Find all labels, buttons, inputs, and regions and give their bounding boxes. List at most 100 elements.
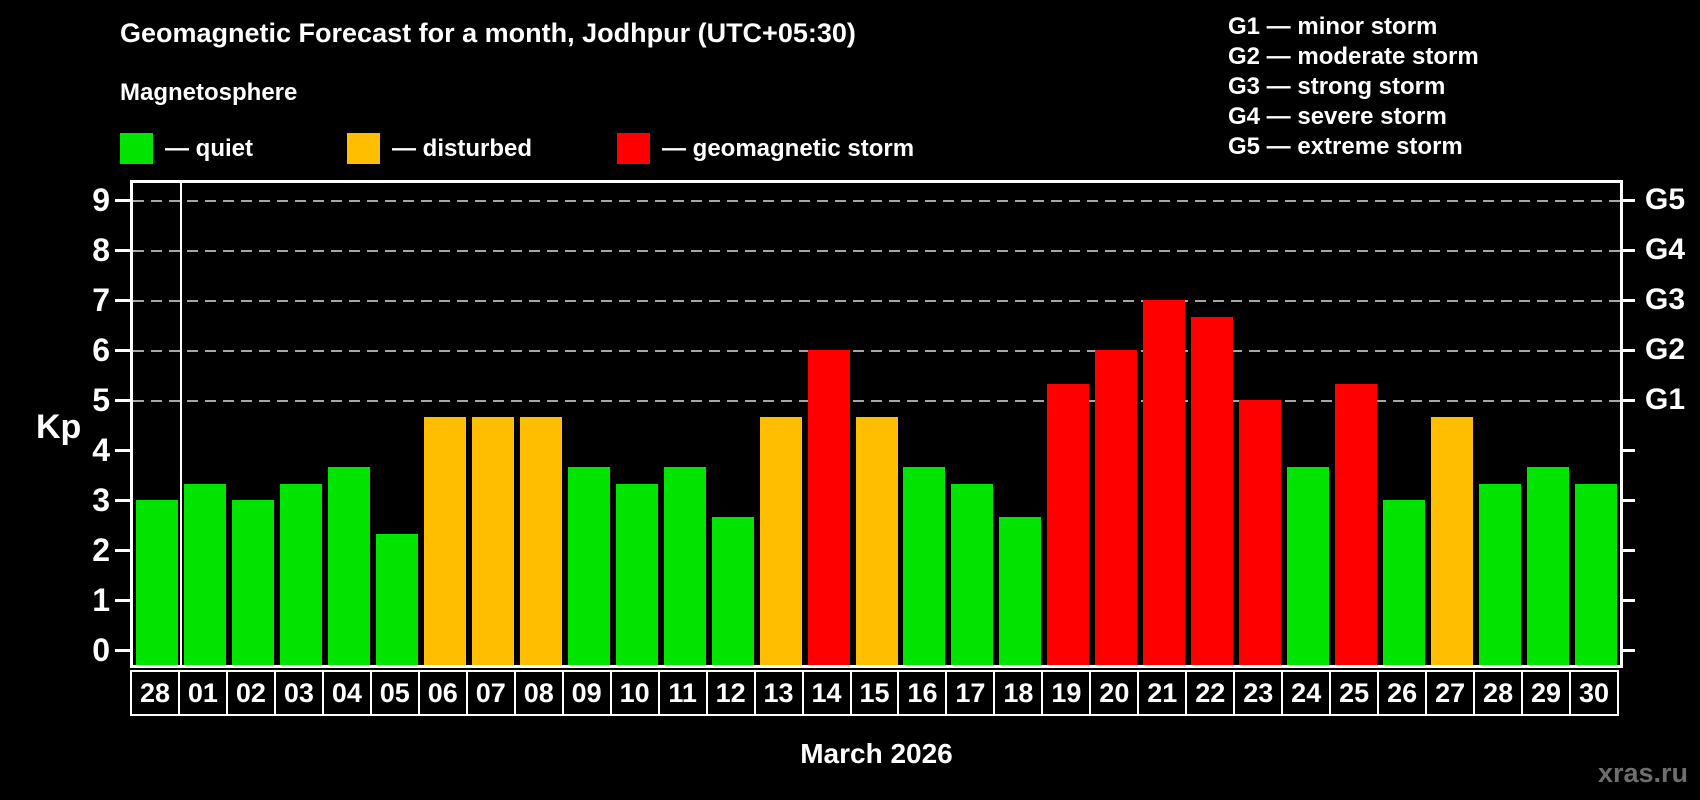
disturbed-swatch-icon [347,133,380,164]
kp-bar [375,533,418,665]
legend-item-quiet: — quiet [120,133,253,164]
y-tick-label: 1 [92,582,110,618]
gridline [133,200,1620,202]
date-cell: 24 [1281,670,1332,716]
page-title: Geomagnetic Forecast for a month, Jodhpu… [120,18,856,48]
date-cell: 19 [1041,670,1092,716]
right-tick [1620,399,1635,402]
date-cell: 03 [273,670,324,716]
kp-bar [1047,383,1090,665]
g-legend-line: G3 — strong storm [1228,73,1446,100]
y-tick-label: 0 [92,632,110,668]
kp-bar [1383,500,1426,665]
kp-bar [807,350,850,665]
right-tick [1620,649,1635,652]
right-tick [1620,299,1635,302]
storm-swatch-icon [617,133,650,164]
date-cell: 25 [1329,670,1380,716]
kp-bar [711,516,754,665]
y-tick-label: 6 [92,332,110,368]
right-tick [1620,349,1635,352]
y-tick [115,649,130,652]
y-tick-label: 4 [92,432,110,468]
kp-bar [279,483,322,665]
y-tick [115,199,130,202]
kp-bar [183,483,226,665]
kp-bar [567,466,610,665]
date-cell: 23 [1233,670,1284,716]
gridline [133,250,1620,252]
date-cell: 10 [609,670,660,716]
y-tick-label: 9 [92,182,110,218]
date-cell: 12 [705,670,756,716]
date-cell: 01 [177,670,228,716]
gridline [133,400,1620,402]
y-tick [115,399,130,402]
kp-bar [759,416,802,665]
watermark: xras.ru [1597,758,1688,788]
date-cell: 27 [1425,670,1476,716]
kp-bar [327,466,370,665]
kp-bar [903,466,946,665]
kp-bar [999,516,1042,665]
kp-bar [231,500,274,665]
legend-item-disturbed: — disturbed [347,133,532,164]
date-cell: 08 [513,670,564,716]
kp-bar [519,416,562,665]
kp-bar [1143,300,1186,665]
date-cell: 18 [993,670,1044,716]
right-tick [1620,599,1635,602]
plot-area [130,180,1623,668]
kp-bar [615,483,658,665]
date-cell: 07 [465,670,516,716]
y-tick-label: 7 [92,282,110,318]
kp-bar [1431,416,1474,665]
kp-bar [423,416,466,665]
right-tick [1620,449,1635,452]
date-cell: 14 [801,670,852,716]
kp-bar [1527,466,1570,665]
kp-bar [1479,483,1522,665]
y-tick [115,599,130,602]
kp-bar [855,416,898,665]
g-legend-line: G2 — moderate storm [1228,43,1479,70]
kp-bar [1575,483,1618,665]
date-cell: 29 [1521,670,1572,716]
y-tick-label: 5 [92,382,110,418]
date-cell: 13 [753,670,804,716]
date-cell: 21 [1137,670,1188,716]
date-cell: 17 [945,670,996,716]
right-tick [1620,249,1635,252]
date-cell: 22 [1185,670,1236,716]
date-cell: 28 [1473,670,1524,716]
legend-item-storm: — geomagnetic storm [617,133,914,164]
g-level-label: G2 [1645,333,1686,366]
gridline [133,300,1620,302]
kp-bar [135,500,178,665]
chart-subtitle: Magnetosphere [120,79,298,106]
date-cell: 26 [1377,670,1428,716]
g-legend-line: G4 — severe storm [1228,103,1447,130]
date-cell: 15 [849,670,900,716]
legend-item-label: — geomagnetic storm [662,134,915,162]
y-tick [115,349,130,352]
g-legend-line: G1 — minor storm [1228,13,1438,40]
month-boundary-line [179,183,182,665]
kp-bar [1287,466,1330,665]
kp-bar [663,466,706,665]
y-tick [115,499,130,502]
kp-bar [1335,383,1378,665]
y-tick-label: 3 [92,482,110,518]
g-level-label: G1 [1645,383,1686,416]
kp-bar [1239,400,1282,665]
y-tick-label: 2 [92,532,110,568]
kp-bar [951,483,994,665]
g-scale-legend: G1 — minor storm G2 — moderate storm G3 — … [1228,12,1479,162]
y-tick-label: 8 [92,232,110,268]
y-tick [115,299,130,302]
y-tick [115,249,130,252]
quiet-swatch-icon [120,133,153,164]
right-tick [1620,549,1635,552]
y-axis-title: Kp [36,408,82,446]
